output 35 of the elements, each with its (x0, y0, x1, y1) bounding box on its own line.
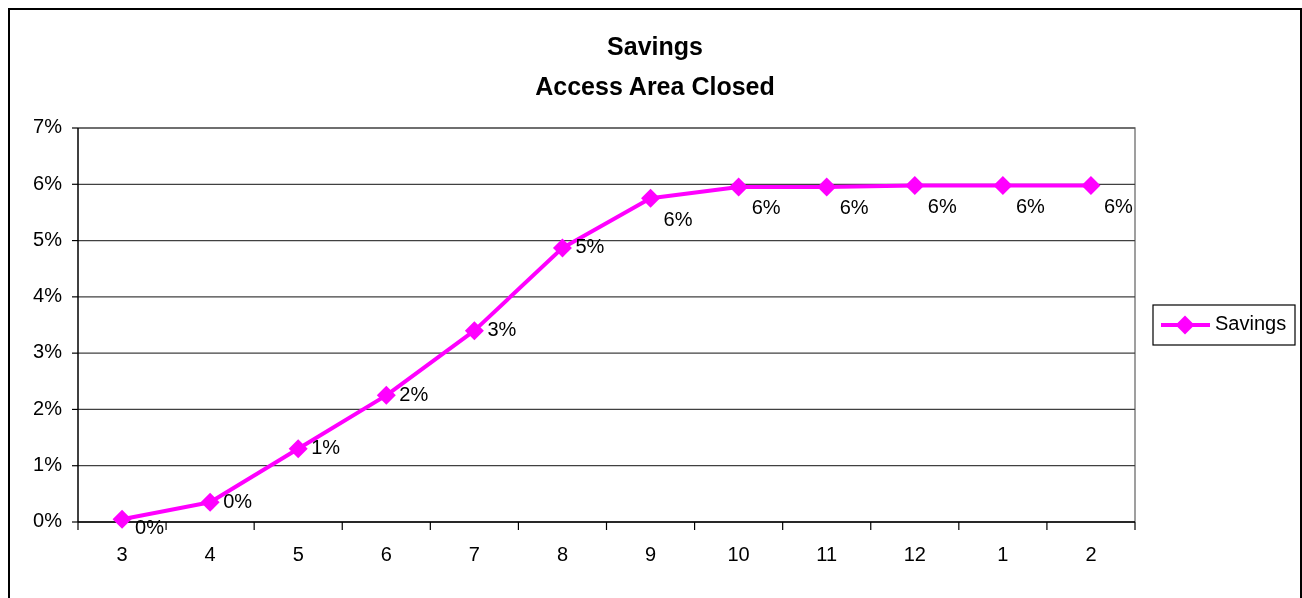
x-tick-label: 10 (727, 543, 750, 566)
x-tick-label: 8 (556, 543, 569, 566)
data-label: 0% (223, 489, 253, 512)
y-tick-label: 4% (33, 284, 63, 307)
y-tick-label: 2% (33, 396, 63, 419)
data-label: 6% (1015, 194, 1045, 217)
data-label: 6% (839, 196, 869, 219)
y-tick-label: 3% (33, 340, 63, 363)
x-tick-label: 7 (468, 543, 480, 566)
data-label: 6% (927, 194, 957, 217)
x-tick-label: 1 (997, 543, 1009, 566)
x-tick-label: 3 (116, 543, 128, 566)
y-tick-label: 7% (33, 115, 63, 138)
data-label: 6% (663, 207, 693, 230)
data-label: 6% (751, 196, 781, 219)
x-tick-label: 12 (903, 543, 926, 566)
chart-subtitle: Access Area Closed (535, 71, 775, 100)
y-tick-label: 0% (33, 509, 63, 532)
y-tick-label: 5% (33, 227, 63, 250)
x-tick-label: 11 (816, 543, 838, 566)
data-label: 0% (135, 516, 165, 539)
data-label: 3% (487, 317, 517, 340)
x-tick-label: 6 (380, 543, 392, 566)
x-tick-label: 4 (204, 543, 216, 566)
x-tick-label: 2 (1085, 543, 1097, 566)
x-tick-label: 5 (292, 543, 304, 566)
y-tick-label: 6% (33, 171, 63, 194)
x-tick-label: 9 (644, 543, 657, 566)
data-label: 1% (311, 436, 341, 459)
data-label: 2% (399, 382, 429, 405)
legend-label: Savings (1215, 312, 1287, 335)
y-tick-label: 1% (33, 453, 63, 475)
chart-title: Savings (607, 31, 703, 60)
data-label: 6% (1103, 194, 1134, 217)
data-label: 5% (575, 235, 605, 258)
